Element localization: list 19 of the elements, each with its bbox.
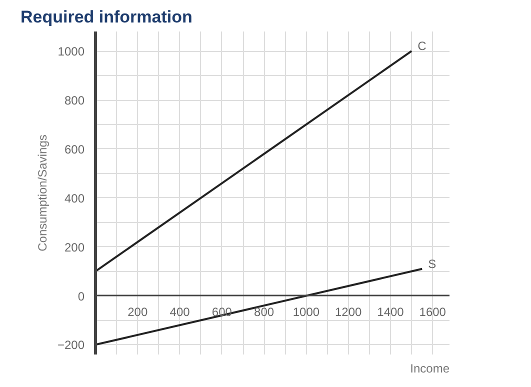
x-tick-label: 1600	[419, 304, 446, 319]
y-tick-label: 0	[78, 289, 85, 304]
x-tick-label: 1200	[335, 304, 362, 319]
x-tick-label: 400	[170, 304, 190, 319]
x-tick-label: 200	[128, 304, 148, 319]
y-tick-label: −200	[57, 338, 85, 352]
x-tick-label: 1000	[292, 304, 320, 319]
series-label: S	[428, 256, 436, 271]
y-tick-label: 800	[64, 94, 85, 108]
y-tick-label: 600	[64, 142, 85, 156]
x-tick-label: 800	[254, 304, 274, 319]
series-label: C	[418, 39, 427, 54]
x-tick-label: 1400	[377, 304, 404, 319]
x-axis-title: Income	[410, 362, 450, 376]
y-tick-label: 1000	[58, 44, 85, 59]
y-tick-label: 200	[64, 240, 85, 254]
y-axis-title: Consumption/Savings	[35, 134, 50, 252]
y-tick-label: 400	[64, 191, 85, 206]
chart-title: Required information	[20, 8, 192, 26]
